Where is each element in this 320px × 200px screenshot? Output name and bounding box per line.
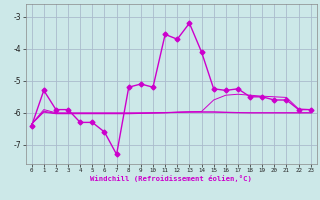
X-axis label: Windchill (Refroidissement éolien,°C): Windchill (Refroidissement éolien,°C) <box>90 175 252 182</box>
